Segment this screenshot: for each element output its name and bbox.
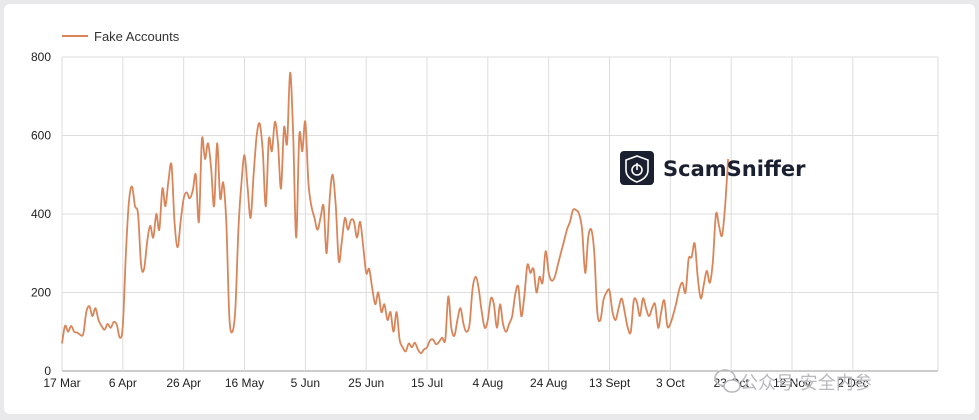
y-tick-label: 200: [31, 286, 51, 300]
brand-name: ScamSniffer: [663, 157, 806, 181]
x-tick-label: 6 Apr: [109, 376, 137, 390]
legend[interactable]: Fake Accounts: [62, 29, 180, 44]
x-tick-label: 13 Sept: [589, 376, 631, 390]
x-tick-label: 5 Jun: [291, 376, 320, 390]
x-tick-label: 15 Jul: [411, 376, 443, 390]
x-tick-label: 12 Nov: [773, 376, 811, 390]
x-tick-label: 24 Aug: [530, 376, 567, 390]
y-tick-label: 600: [31, 129, 51, 143]
watermark: 公众号·安全内参: [714, 369, 872, 394]
x-tick-label: 2 Dec: [837, 376, 868, 390]
x-tick-label: 26 Apr: [166, 376, 201, 390]
y-tick-label: 0: [44, 364, 51, 378]
chart-card: [4, 4, 975, 414]
y-axis-ticks: 0 200 400 600 800: [31, 50, 51, 378]
series-line-fake-accounts: [61, 71, 729, 355]
x-tick-label: 16 May: [225, 376, 264, 390]
gridlines: [61, 56, 939, 372]
x-tick-label: 25 Jun: [348, 376, 384, 390]
watermark-text: 公众号·安全内参: [740, 373, 872, 394]
brand-logo: ScamSniffer: [620, 151, 806, 185]
series-lines: [61, 71, 729, 355]
y-tick-label: 400: [31, 207, 51, 221]
x-tick-label: 17 Mar: [43, 376, 80, 390]
legend-label: Fake Accounts: [94, 29, 180, 44]
x-tick-label: 4 Aug: [472, 376, 503, 390]
y-tick-label: 800: [31, 50, 51, 64]
x-tick-label: 3 Oct: [656, 376, 685, 390]
x-axis-ticks: 17 Mar 6 Apr 26 Apr 16 May 5 Jun 25 Jun 15 Jul…: [43, 376, 868, 390]
wechat-icon: [714, 369, 741, 393]
